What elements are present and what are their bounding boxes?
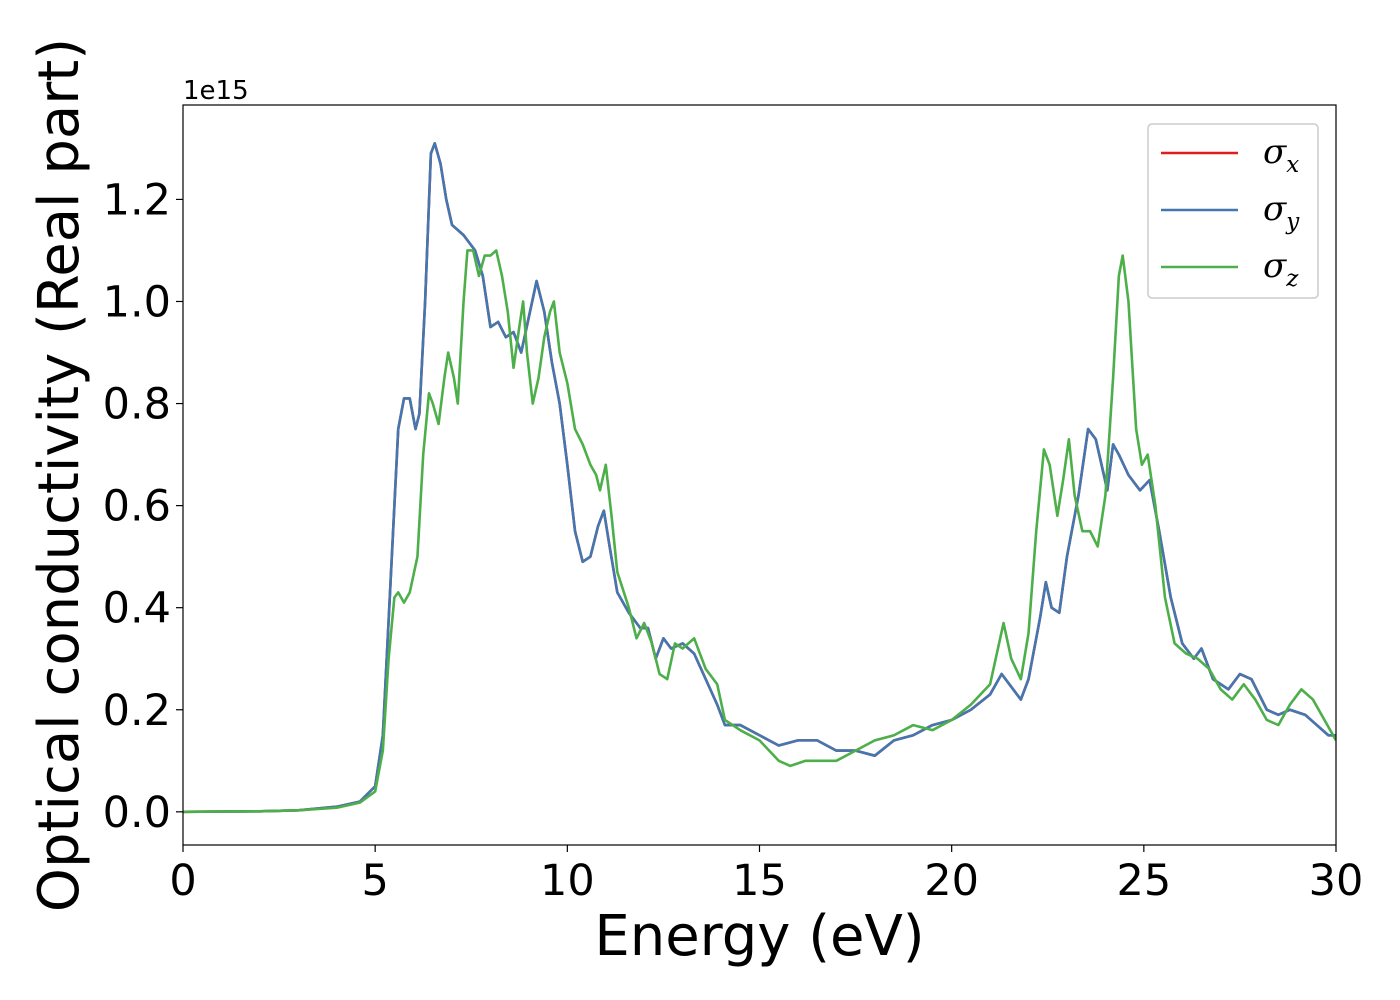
y-axis-title: Optical conductivity (Real part) [27,38,92,912]
legend: σx σy σz [1147,123,1319,299]
series-line-z [183,249,1336,814]
legend-label-x: σx [1263,132,1299,178]
x-tick-label: 20 [924,856,979,906]
legend-label-y: σy [1263,189,1300,235]
y-tick-label: 0.6 [103,482,171,532]
x-axis-ticks: 0 5 10 15 20 25 30 [169,845,1363,906]
x-tick-label: 15 [732,856,787,906]
y-tick-label: 1.0 [103,277,171,327]
y-tick-label: 0.0 [103,788,171,838]
y-tick-label: 1.2 [103,175,171,225]
y-axis-ticks: 0.0 0.2 0.4 0.6 0.8 1.0 1.2 [103,175,183,838]
x-tick-label: 5 [361,856,388,906]
y-tick-label: 0.4 [103,584,171,634]
x-tick-label: 0 [169,856,196,906]
y-offset-text: 1e15 [183,76,249,106]
series-line-y [183,141,1336,814]
x-tick-label: 10 [540,856,595,906]
y-tick-label: 0.8 [103,380,171,430]
series-layer [183,141,1336,814]
x-axis-title: Energy (eV) [594,904,924,969]
x-tick-label: 30 [1309,856,1364,906]
legend-label-z: σz [1263,246,1299,292]
x-tick-label: 25 [1116,856,1171,906]
y-tick-label: 0.2 [103,686,171,736]
